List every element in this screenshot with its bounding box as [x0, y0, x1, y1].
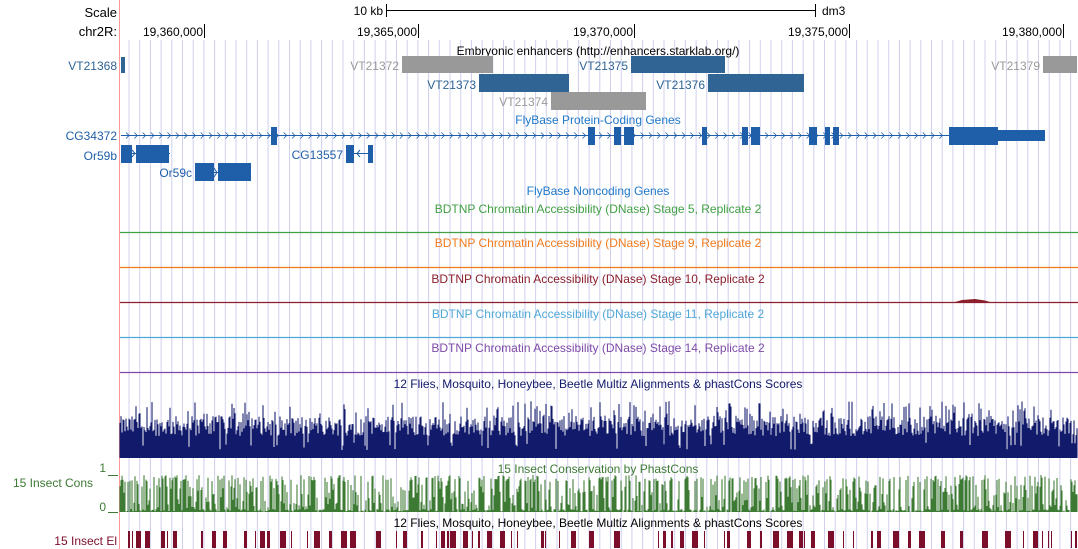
dnase-track-title: BDTNP Chromatin Accessibility (DNase) St… — [431, 341, 765, 355]
enhancer-label[interactable]: VT21372 — [350, 59, 399, 73]
enhancer-block[interactable] — [479, 74, 569, 92]
conserved-elements[interactable] — [128, 531, 1077, 548]
scale-label: Scale — [84, 5, 117, 20]
enhancer-block[interactable] — [631, 56, 725, 73]
phastcons-side-label[interactable]: 15 Insect Cons — [13, 476, 93, 490]
scale-bar-label: 10 kb — [354, 4, 384, 18]
strand-arrows — [125, 132, 943, 139]
ruler-tick-label: 19,380,000 — [1002, 25, 1062, 39]
enhancer-feature[interactable]: VT21368 — [68, 57, 125, 73]
enhancer-feature[interactable]: VT21374 — [499, 92, 646, 110]
gene-label[interactable]: Or59c — [159, 166, 192, 180]
gene-cg13557[interactable]: CG13557 — [292, 145, 373, 163]
chrom-label: chr2R: — [79, 24, 117, 39]
phastcons-track-title: 15 Insect Conservation by PhastCons — [498, 462, 699, 476]
enhancer-feature[interactable]: VT21379 — [991, 56, 1077, 73]
enhancer-label[interactable]: VT21379 — [991, 59, 1040, 73]
enhancer-feature[interactable]: VT21373 — [427, 74, 569, 92]
gene-label[interactable]: CG13557 — [292, 148, 344, 162]
enhancer-block[interactable] — [708, 74, 804, 92]
ruler-tick-label: 19,365,000 — [357, 25, 417, 39]
enhancer-label[interactable]: VT21376 — [656, 78, 705, 92]
dnase-track-title: BDTNP Chromatin Accessibility (DNase) St… — [431, 272, 765, 286]
multiz-signal[interactable] — [119, 401, 1078, 458]
phastcons-signal[interactable] — [119, 475, 1078, 512]
elements-track-title: 12 Flies, Mosquito, Honeybee, Beetle Mul… — [394, 516, 803, 530]
gene-or59b[interactable]: Or59b — [84, 145, 170, 163]
enhancer-block[interactable] — [121, 57, 125, 73]
enhancer-track-title: Embryonic enhancers (http://enhancers.st… — [457, 44, 740, 58]
dnase-track-title: BDTNP Chromatin Accessibility (DNase) St… — [435, 202, 762, 216]
window-grid — [128, 40, 1072, 549]
enhancer-label[interactable]: VT21374 — [499, 95, 548, 109]
ruler: 19,360,000 19,365,000 19,370,000 19,375,… — [143, 24, 1064, 39]
enhancer-block[interactable] — [402, 56, 493, 73]
ruler-tick-label: 19,360,000 — [143, 25, 203, 39]
enhancer-block[interactable] — [551, 92, 646, 110]
ruler-tick-label: 19,370,000 — [573, 25, 633, 39]
enhancer-feature[interactable]: VT21376 — [656, 74, 804, 92]
dnase-signal-peak — [955, 299, 990, 302]
elements-side-label[interactable]: 15 Insect El — [54, 534, 117, 548]
noncoding-track-title: FlyBase Noncoding Genes — [527, 184, 670, 198]
assembly-label: dm3 — [822, 4, 846, 18]
dnase-track-title: BDTNP Chromatin Accessibility (DNase) St… — [435, 236, 762, 250]
gene-label[interactable]: CG34372 — [66, 129, 118, 143]
enhancer-label[interactable]: VT21375 — [579, 59, 628, 73]
gene-cg34372[interactable]: CG34372 — [66, 127, 1045, 145]
gene-label[interactable]: Or59b — [84, 149, 118, 163]
protein-genes-track-title: FlyBase Protein-Coding Genes — [515, 113, 680, 127]
dnase-track-title: BDTNP Chromatin Accessibility (DNase) St… — [432, 307, 765, 321]
gene-exons[interactable] — [271, 127, 1045, 145]
scale-bar — [386, 4, 816, 17]
enhancer-feature[interactable]: VT21372 — [350, 56, 493, 73]
gene-or59c[interactable]: Or59c — [159, 163, 251, 181]
enhancer-feature[interactable]: VT21375 — [579, 56, 725, 73]
phastcons-axis-min: 0 — [99, 500, 106, 514]
phastcons-axis — [108, 475, 118, 513]
enhancer-label[interactable]: VT21368 — [68, 59, 117, 73]
enhancer-label[interactable]: VT21373 — [427, 78, 476, 92]
multiz-track-title: 12 Flies, Mosquito, Honeybee, Beetle Mul… — [394, 377, 803, 391]
ruler-tick-label: 19,375,000 — [788, 25, 848, 39]
enhancer-block[interactable] — [1043, 56, 1077, 73]
phastcons-axis-max: 1 — [99, 461, 106, 475]
